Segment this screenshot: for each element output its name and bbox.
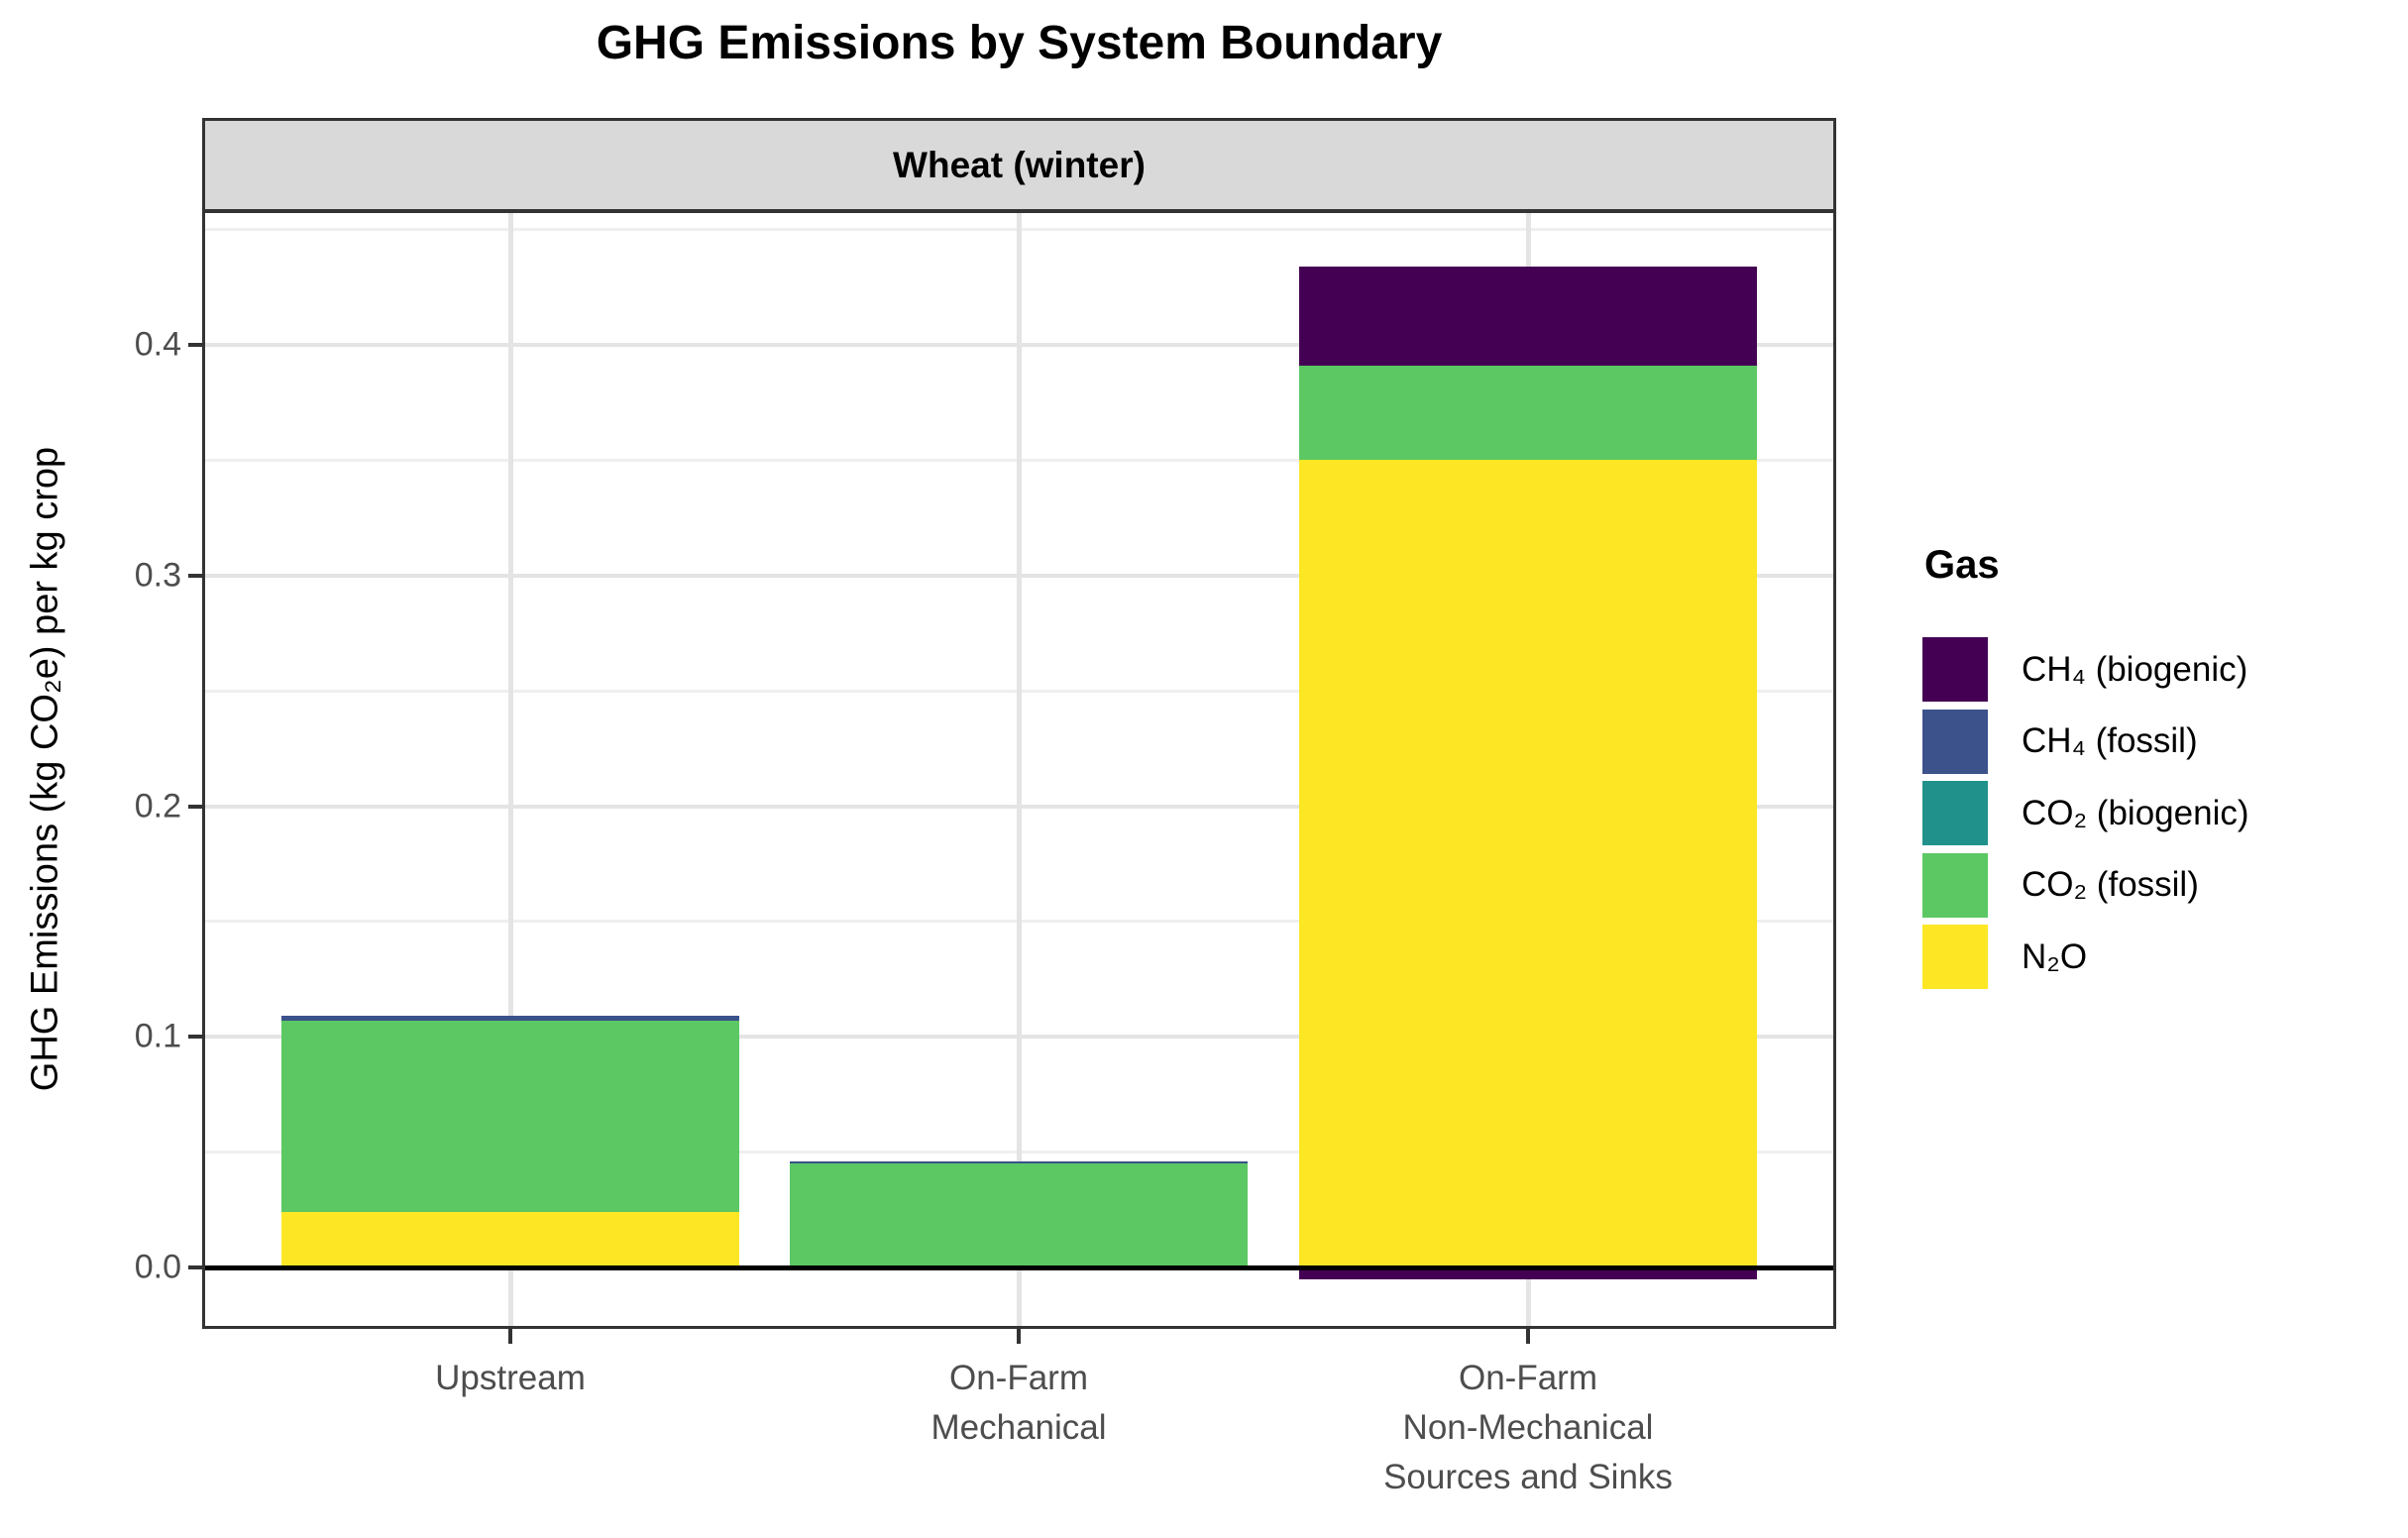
bar-upstream-segment-n2o — [281, 1212, 739, 1267]
legend-label-n2o: N₂O — [2022, 936, 2088, 976]
legend-label-co2-fossil: CO₂ (fossil) — [2022, 865, 2199, 904]
bar-on-farm-mechanical-segment-ch4-fossil — [790, 1160, 1248, 1164]
legend-swatch-co2-biogenic — [1922, 781, 1988, 845]
y-tick-mark-0.2 — [188, 804, 205, 809]
bar-on-farm-non-mechanical-segment-ch4-biogenic — [1299, 266, 1757, 366]
legend-swatch-co2-fossil — [1922, 852, 1988, 918]
y-tick-label-0.4: 0.4 — [134, 325, 181, 364]
legend-title: Gas — [1924, 543, 2000, 587]
facet-strip-label: Wheat (winter) — [893, 144, 1146, 185]
plot-panel — [202, 210, 1836, 1329]
y-axis-title: GHG Emissions (kg CO₂e) per kg crop — [24, 446, 66, 1092]
zero-line — [205, 1264, 1833, 1270]
legend-label-ch4-biogenic: CH₄ (biogenic) — [2022, 649, 2248, 689]
x-tick-mark-on-farm-mechanical — [1017, 1329, 1021, 1344]
y-tick-mark-0.1 — [188, 1035, 205, 1040]
x-tick-label-upstream: Upstream — [435, 1359, 586, 1397]
bar-on-farm-non-mechanical-segment-ch4-biogenic — [1299, 1267, 1757, 1279]
bar-on-farm-mechanical-segment-co2-fossil — [790, 1163, 1248, 1265]
y-tick-mark-0.4 — [188, 343, 205, 347]
x-tick-label-on-farm-non-mechanical: On-Farm Non-Mechanical Sources and Sinks — [1383, 1359, 1673, 1496]
y-tick-label-0.0: 0.0 — [134, 1248, 181, 1286]
y-tick-mark-0.0 — [188, 1265, 205, 1269]
legend-swatch-ch4-biogenic — [1922, 637, 1988, 702]
x-tick-mark-on-farm-non-mechanical — [1526, 1329, 1530, 1344]
bar-on-farm-non-mechanical-segment-n2o — [1299, 460, 1757, 1267]
legend-label-co2-biogenic: CO₂ (biogenic) — [2022, 793, 2249, 832]
bar-upstream-segment-ch4-fossil — [281, 1016, 739, 1021]
legend-swatch-ch4-fossil — [1922, 709, 1988, 774]
y-tick-label-0.2: 0.2 — [134, 787, 181, 824]
x-tick-mark-upstream — [508, 1329, 512, 1344]
bar-on-farm-non-mechanical-segment-co2-fossil — [1299, 365, 1757, 461]
bar-upstream-segment-co2-fossil — [281, 1020, 739, 1213]
facet-strip: Wheat (winter) — [202, 118, 1836, 212]
gridline-vertical — [1016, 213, 1022, 1326]
legend-swatch-n2o — [1922, 925, 1988, 989]
x-tick-label-on-farm-mechanical: On-Farm Mechanical — [930, 1359, 1107, 1447]
chart-title: GHG Emissions by System Boundary — [596, 17, 1443, 69]
y-tick-label-0.1: 0.1 — [134, 1017, 181, 1055]
y-tick-mark-0.3 — [188, 573, 205, 578]
gridline-vertical — [507, 213, 513, 1326]
legend-label-ch4-fossil: CH₄ (fossil) — [2022, 721, 2198, 760]
y-tick-label-0.3: 0.3 — [134, 556, 181, 595]
